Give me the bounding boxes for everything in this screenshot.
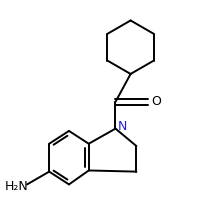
- Text: N: N: [117, 120, 127, 133]
- Text: H₂N: H₂N: [5, 180, 28, 193]
- Text: O: O: [151, 95, 161, 108]
